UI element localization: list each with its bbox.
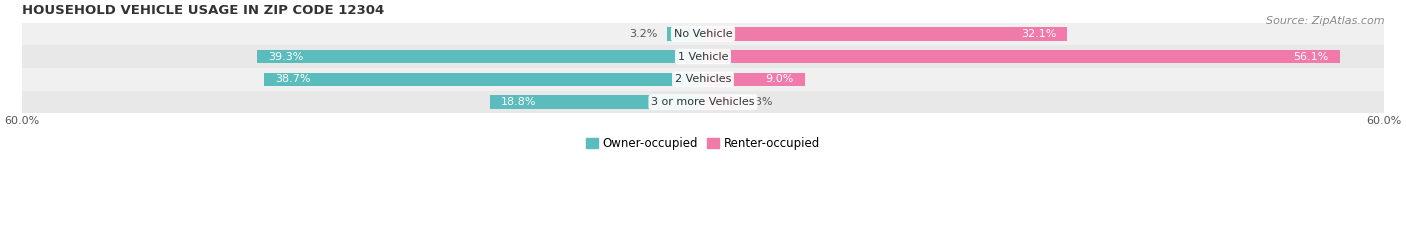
Bar [703, 72, 806, 86]
Text: HOUSEHOLD VEHICLE USAGE IN ZIP CODE 12304: HOUSEHOLD VEHICLE USAGE IN ZIP CODE 1230… [21, 4, 384, 17]
Text: No Vehicle: No Vehicle [673, 29, 733, 39]
Bar [703, 27, 1067, 41]
Text: 32.1%: 32.1% [1021, 29, 1056, 39]
Text: 3.2%: 3.2% [630, 29, 658, 39]
Legend: Owner-occupied, Renter-occupied: Owner-occupied, Renter-occupied [581, 132, 825, 155]
Bar [257, 50, 703, 63]
Bar [21, 23, 1385, 45]
Text: Source: ZipAtlas.com: Source: ZipAtlas.com [1267, 16, 1385, 26]
Bar [703, 95, 735, 109]
Text: 2 Vehicles: 2 Vehicles [675, 74, 731, 84]
Text: 39.3%: 39.3% [269, 52, 304, 62]
Bar [703, 50, 1340, 63]
Bar [21, 45, 1385, 68]
Text: 2.8%: 2.8% [744, 97, 772, 107]
Bar [21, 91, 1385, 113]
Text: 18.8%: 18.8% [501, 97, 537, 107]
Bar [489, 95, 703, 109]
Bar [666, 27, 703, 41]
Text: 56.1%: 56.1% [1294, 52, 1329, 62]
Text: 38.7%: 38.7% [276, 74, 311, 84]
Text: 3 or more Vehicles: 3 or more Vehicles [651, 97, 755, 107]
Bar [263, 72, 703, 86]
Bar [21, 68, 1385, 91]
Text: 1 Vehicle: 1 Vehicle [678, 52, 728, 62]
Text: 9.0%: 9.0% [765, 74, 794, 84]
